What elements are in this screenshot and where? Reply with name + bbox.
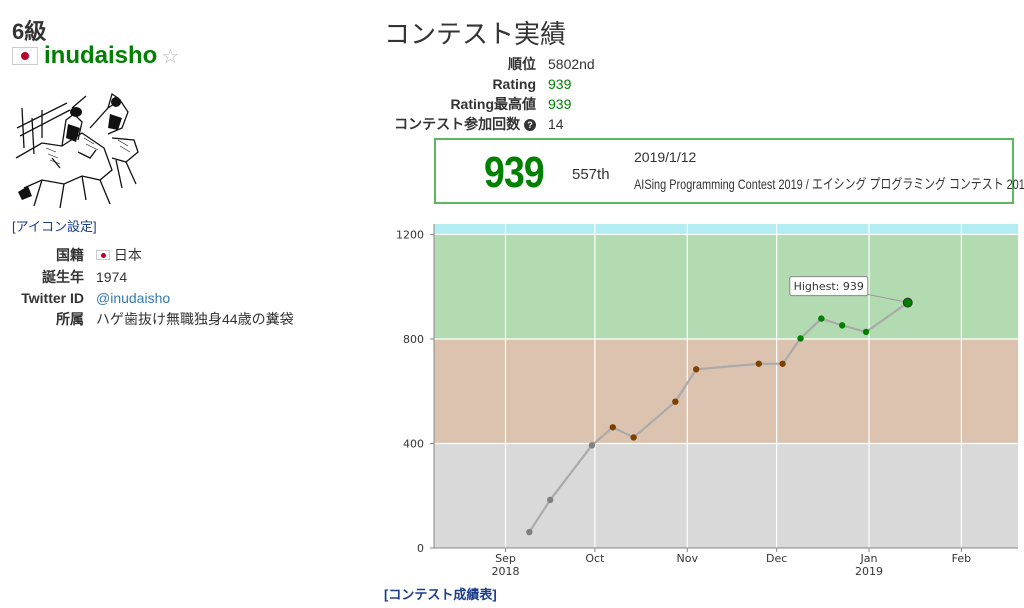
stat-row-rating: Rating 939 [384,74,595,94]
x-tick-label: Feb [952,552,971,565]
rating-point [588,442,596,449]
y-tick-label: 1200 [396,228,424,241]
x-tick-label: Oct [585,552,605,565]
rating-point [779,360,786,367]
y-tick-label: 0 [417,542,424,555]
contest-rank: 557th [572,166,610,183]
rating-point [862,328,870,336]
username-link[interactable]: inudaisho [44,42,158,69]
info-row-twitter: Twitter ID @inudaisho [12,288,294,308]
highest-callout-label: Highest: 939 [794,280,864,293]
contest-stats-table: 順位 5802nd Rating 939 Rating最高値 939 コンテスト… [384,54,595,134]
contest-name: AISing Programming Contest 2019 / エイシング … [634,176,1024,192]
question-circle-icon[interactable]: ? [524,119,536,132]
user-kyu: 6級 [12,19,47,44]
info-value: 日本 [96,244,294,266]
info-row-birth-year: 誕生年 1974 [12,266,294,288]
japan-flag-icon [96,250,110,260]
avatar [12,88,142,214]
stat-row-rank: 順位 5802nd [384,54,595,74]
contest-date: 2019/1/12 [634,149,697,165]
info-key: Twitter ID [21,290,84,306]
rating-point [818,315,825,322]
info-value: 1974 [96,269,128,285]
rating-point [839,322,846,329]
info-key: 国籍 [56,247,84,263]
x-tick-label: Dec [766,552,787,565]
rating-status-box: 939 557th 2019/1/12 AISing Programming C… [434,138,1024,204]
stat-row-contest-count: コンテスト参加回数 ? 14 [384,114,595,134]
icon-setting-link[interactable]: [アイコン設定] [12,219,97,234]
stat-value: 14 [548,116,564,132]
highest-callout-box [789,276,869,297]
user-header: inudaisho ☆ [12,42,179,70]
info-key: 所属 [56,311,84,327]
x-tick-year-label: 2018 [492,565,520,578]
info-value: @inudaisho [96,288,294,308]
twitter-link[interactable]: @inudaisho [96,290,171,306]
rating-point [902,297,913,308]
rating-point [693,366,700,373]
info-key: 誕生年 [42,269,84,285]
rating-chart[interactable]: 1200 800 400 0 Sep 2018 Oct Nov Dec Jan 2019 Feb Hig… [384,216,1024,585]
info-row-affiliation: 所属 ハゲ歯抜け無職独身44歳の糞袋 [12,308,294,330]
x-tick-label: Nov [677,552,699,565]
samurai-avatar-image [15,92,139,209]
stat-key: Rating最高値 [450,96,536,112]
rating-line [528,301,909,533]
y-tick-label: 800 [403,333,424,346]
contest-section-title: コンテスト実績 [384,19,567,49]
highest-callout-line [863,293,904,303]
stat-key: 順位 [508,56,536,72]
x-tick-label: Jan [860,552,878,565]
x-tick-year-label: 2019 [855,565,883,578]
stat-row-highest-rating: Rating最高値 939 [384,94,595,114]
stat-value: 939 [548,96,572,112]
japan-flag-icon [12,47,38,65]
stat-value: 939 [548,76,572,92]
profile-info-table: 国籍 日本 誕生年 1974 Twitter ID @inudaisho 所属 … [12,244,294,330]
info-row-country: 国籍 日本 [12,244,294,266]
contest-history-link[interactable]: [コンテスト成績表] [384,587,497,602]
current-rating: 939 [484,148,545,197]
rating-point [755,360,762,367]
rating-point [630,434,637,441]
stat-key: コンテスト参加回数 ? [384,114,548,134]
stat-key-text: コンテスト参加回数 [394,116,521,132]
band-green [434,234,1018,339]
favorite-star-icon[interactable]: ☆ [161,45,180,68]
y-tick-label: 400 [403,437,424,450]
stat-key: Rating [492,76,536,92]
stat-value: 5802nd [548,56,595,72]
rating-point [797,335,804,342]
band-gray [434,443,1018,548]
rating-point [526,528,533,536]
info-value: ハゲ歯抜け無職独身44歳の糞袋 [96,311,294,327]
country-value: 日本 [113,247,142,263]
x-tick-label: Sep [495,552,516,565]
rating-point [609,424,616,431]
band-cyan [434,224,1018,235]
band-brown [434,338,1018,444]
rating-point [547,496,554,504]
rating-point [672,398,679,405]
